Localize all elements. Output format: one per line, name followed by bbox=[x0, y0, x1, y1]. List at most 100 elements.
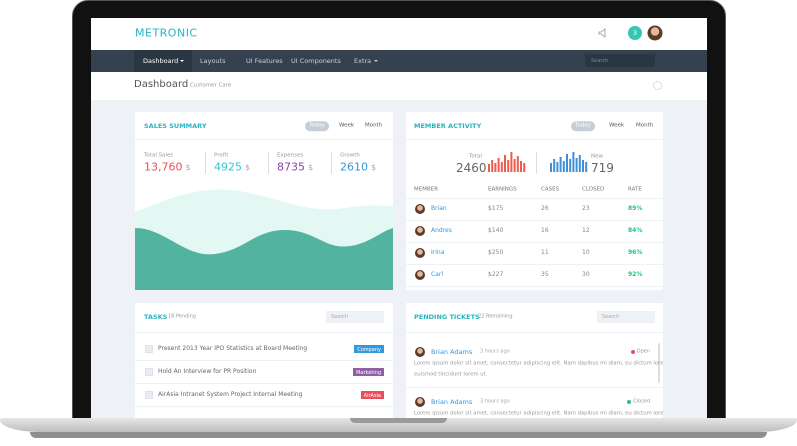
sparkline-bar bbox=[488, 164, 490, 172]
stat-value: 2610 bbox=[340, 160, 368, 174]
laptop-shadow bbox=[30, 432, 767, 438]
panel-title: TASKS bbox=[144, 312, 168, 321]
stat-unit: $ bbox=[245, 163, 251, 172]
tab[interactable]: Month bbox=[636, 122, 654, 129]
table-header: CLOSED bbox=[582, 186, 605, 193]
member-name[interactable]: Brian bbox=[431, 205, 447, 212]
nav-item[interactable]: UI Components bbox=[291, 56, 341, 65]
separator bbox=[406, 264, 663, 265]
nav-item[interactable]: UI Features bbox=[246, 56, 283, 65]
checkbox[interactable] bbox=[145, 391, 153, 399]
search-box[interactable]: Search bbox=[597, 311, 655, 323]
divider bbox=[331, 152, 332, 174]
caret bbox=[374, 60, 378, 64]
sparkline-bar bbox=[585, 162, 588, 172]
nav-bar: Dashboard Layouts UI Features UI Compone… bbox=[91, 50, 707, 72]
table-header: CASES bbox=[541, 186, 560, 193]
avatar bbox=[415, 347, 425, 357]
stat-value: 13,760 bbox=[144, 160, 183, 174]
ticket-text: euismod tincidunt lorem ut. bbox=[414, 371, 488, 378]
table-header: MEMBER bbox=[414, 186, 439, 193]
ticket-text: Lorem ipsum dolor sit amet, consectetur … bbox=[414, 410, 663, 417]
stat-unit: $ bbox=[185, 163, 191, 172]
ticket-text: Lorem ipsum dolor sit amet, consectetur … bbox=[414, 360, 663, 367]
checkbox[interactable] bbox=[145, 368, 153, 376]
scrollbar bbox=[658, 343, 660, 383]
nav-search[interactable]: Search bbox=[585, 54, 655, 67]
nav-item[interactable]: Dashboard bbox=[143, 56, 179, 65]
table-cell: 30 bbox=[582, 271, 590, 278]
ticket-status: Open bbox=[636, 348, 650, 355]
total-label: Total bbox=[469, 153, 482, 160]
sparkline-bar bbox=[556, 162, 559, 172]
separator bbox=[406, 286, 663, 287]
tab[interactable]: Today bbox=[571, 121, 595, 131]
sparkline-bar bbox=[510, 152, 513, 172]
page-subtitle: Customer Care bbox=[190, 82, 232, 89]
tab[interactable]: Month bbox=[365, 122, 383, 129]
table-cell: $175 bbox=[488, 205, 504, 212]
table-cell: $250 bbox=[488, 249, 504, 256]
task-text: Hold An Interview for PR Position bbox=[158, 368, 257, 375]
nav-item[interactable]: Extra bbox=[354, 56, 372, 65]
sparkline-bar bbox=[494, 163, 497, 172]
sparkline-bar bbox=[491, 160, 494, 172]
member-name[interactable]: Carl bbox=[431, 271, 443, 278]
sparkline-bar bbox=[550, 163, 552, 172]
table-cell: 26 bbox=[541, 205, 549, 212]
task-tag: Marketing bbox=[353, 368, 384, 376]
stat-label: Profit bbox=[214, 152, 229, 159]
sparkline-bar bbox=[523, 163, 526, 172]
ticket-status: Closed bbox=[633, 398, 650, 405]
checkbox[interactable] bbox=[145, 345, 153, 353]
tab[interactable]: Today bbox=[305, 121, 329, 131]
ticket-time: 3 hours ago bbox=[480, 398, 510, 405]
sparkline-bar bbox=[504, 155, 506, 172]
total-value: 2460 bbox=[456, 161, 487, 175]
table-cell: 16 bbox=[541, 227, 549, 234]
wave-chart bbox=[135, 189, 393, 290]
ticket-time: 3 hours ago bbox=[480, 348, 510, 355]
nav-active-bg bbox=[134, 50, 192, 72]
stat-label: Growth bbox=[340, 152, 360, 159]
new-value: 719 bbox=[591, 161, 614, 175]
avatar bbox=[415, 204, 425, 214]
separator bbox=[135, 332, 393, 333]
stat-unit: $ bbox=[308, 163, 314, 172]
separator bbox=[135, 383, 393, 384]
divider bbox=[536, 152, 537, 174]
panel-subtitle: 22 Remaining bbox=[478, 313, 513, 320]
sparkline-bar bbox=[507, 160, 510, 172]
table-cell: 84% bbox=[628, 227, 643, 234]
divider bbox=[205, 152, 206, 174]
stat-label: Total Sales bbox=[144, 152, 174, 159]
table-cell: 23 bbox=[582, 205, 590, 212]
member-name[interactable]: Andres bbox=[431, 227, 452, 234]
tab[interactable]: Week bbox=[609, 122, 625, 129]
user-avatar[interactable] bbox=[647, 25, 663, 41]
panel-title: SALES SUMMARY bbox=[144, 121, 207, 130]
settings-icon[interactable] bbox=[653, 81, 662, 90]
member-name[interactable]: Irina bbox=[431, 249, 445, 256]
table-cell: 12 bbox=[582, 227, 590, 234]
laptop-base bbox=[0, 418, 797, 432]
new-label: New bbox=[591, 153, 603, 160]
sparkline-bar bbox=[572, 152, 575, 172]
sparkline-bar bbox=[559, 157, 562, 172]
avatar bbox=[415, 248, 425, 258]
ticket-name[interactable]: Brian Adams bbox=[431, 397, 473, 406]
tab[interactable]: Week bbox=[339, 122, 355, 129]
tickets-panel: PENDING TICKETS 22 Remaining Search Bria… bbox=[406, 303, 663, 418]
brand[interactable]: METRONIC bbox=[135, 26, 198, 40]
ticket-name[interactable]: Brian Adams bbox=[431, 347, 473, 356]
table-cell: 92% bbox=[628, 271, 643, 278]
notification-icon[interactable] bbox=[598, 28, 608, 38]
table-cell: 11 bbox=[541, 249, 549, 256]
nav-item[interactable]: Layouts bbox=[200, 56, 226, 65]
search-box[interactable]: Search bbox=[326, 311, 384, 323]
caret bbox=[180, 60, 184, 64]
notification-badge[interactable]: 3 bbox=[628, 26, 642, 40]
stat-value: 8735 bbox=[277, 160, 305, 174]
table-header: RATE bbox=[628, 186, 642, 193]
